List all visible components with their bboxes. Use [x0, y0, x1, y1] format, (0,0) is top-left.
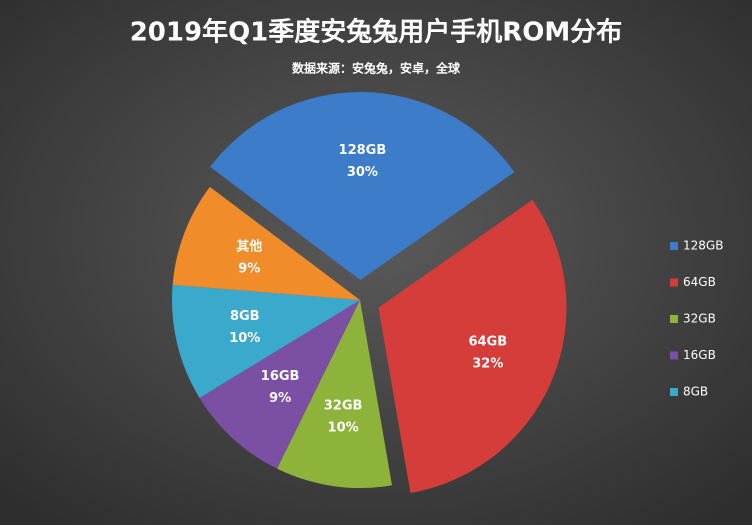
chart-subtitle: 数据来源：安兔兔，安卓，全球 [292, 61, 461, 76]
legend-label: 16GB [683, 348, 716, 362]
slice-category-label: 128GB [339, 143, 387, 158]
chart-title: 2019年Q1季度安兔兔用户手机ROM分布 [130, 17, 623, 48]
slice-value-label: 32% [472, 357, 503, 372]
legend-swatch [670, 388, 678, 396]
slice-category-label: 32GB [324, 399, 363, 414]
slice-value-label: 10% [229, 331, 260, 346]
pie-slice [172, 186, 360, 300]
legend-swatch [670, 351, 678, 360]
legend-label: 128GB [683, 239, 723, 253]
legend-label: 64GB [683, 275, 716, 289]
pie-slice [210, 92, 515, 281]
legend-swatch [670, 315, 678, 323]
slice-category-label: 16GB [261, 369, 300, 384]
slice-value-label: 10% [328, 421, 359, 436]
legend-swatch [670, 242, 678, 250]
slice-value-label: 9% [269, 391, 291, 406]
pie-slice [276, 300, 392, 489]
slice-category-label: 其他 [236, 238, 262, 254]
slice-category-label: 8GB [230, 309, 260, 324]
legend-swatch [670, 278, 678, 287]
pie-slice [199, 300, 360, 469]
slice-category-label: 64GB [468, 335, 507, 350]
pie-slice [172, 284, 360, 398]
slice-value-label: 30% [347, 165, 378, 180]
pie-slice [378, 199, 567, 493]
legend-label: 32GB [683, 312, 716, 326]
slice-value-label: 9% [238, 261, 260, 276]
legend-label: 8GB [683, 385, 708, 399]
